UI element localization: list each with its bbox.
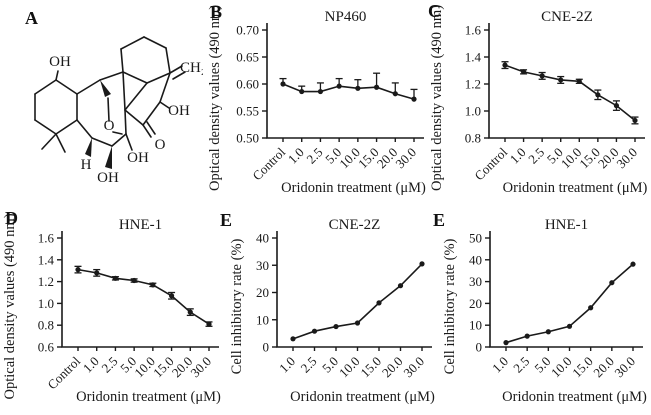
panel-e2-chart: E 0 10 20 30 40 50 1.0 2.5 5.0 10.0 15.0 20.0 30.0 HN… <box>433 205 651 415</box>
y-axis-label: Optical density values (490 nm) <box>2 213 18 399</box>
x-tick-label: 2.5 <box>298 354 320 376</box>
y-tick-label: 1.4 <box>38 252 55 267</box>
atom-label: CH₂ <box>180 60 203 76</box>
y-tick-label: 30 <box>469 274 482 289</box>
x-tick-label: 30.0 <box>400 354 427 381</box>
chart-title: HNE-1 <box>545 217 588 233</box>
x-tick-label: 20.0 <box>379 354 406 381</box>
y-tick-label: 0.60 <box>236 77 259 92</box>
y-tick-label: 0.55 <box>236 104 259 119</box>
y-tick-label: 1.0 <box>465 104 481 119</box>
x-tick-label: Control <box>471 144 510 183</box>
x-tick-label: 2.5 <box>510 354 532 376</box>
x-tick-label: 15.0 <box>357 354 384 381</box>
x-tick-label: 1.0 <box>489 354 511 376</box>
x-tick-label: Control <box>249 144 288 183</box>
panel-label-e2: E <box>433 210 446 230</box>
y-tick-label: 0.50 <box>236 131 259 146</box>
atom-label: H <box>81 157 92 173</box>
panel-label-a: A <box>25 8 38 28</box>
x-tick-label: 30.0 <box>613 145 640 172</box>
chart-title: HNE-1 <box>119 217 162 233</box>
chart-title: NP460 <box>325 9 367 25</box>
y-axis-label: Optical density values (490 nm) <box>207 5 223 191</box>
data-series <box>279 72 418 102</box>
y-tick-label: 10 <box>256 312 269 327</box>
atom-label: OH <box>168 103 190 119</box>
y-tick-label: 0.70 <box>236 23 259 38</box>
panel-a-structure: A OH CH₂ OH O OH OH H O <box>0 0 205 205</box>
y-tick-label: 0.6 <box>38 340 55 355</box>
y-tick-label: 0.65 <box>236 50 259 65</box>
data-series <box>503 261 636 346</box>
axes: 0.81.01.21.41.6Control1.02.55.010.015.02… <box>465 23 645 183</box>
y-axis-label: Optical density values (490 nm) <box>429 5 445 191</box>
x-tick-label: 30.0 <box>611 354 638 381</box>
x-tick-label: 10.0 <box>336 354 363 381</box>
chart-title: CNE-2Z <box>329 217 381 233</box>
x-tick-label: Control <box>44 353 83 392</box>
y-tick-label: 1.2 <box>38 274 54 289</box>
panel-c-chart: C 0.8 1.0 1.2 1.4 1.6 Control 1.0 2.5 5.0 10.0 15.… <box>427 0 651 200</box>
x-axis-label: Oridonin treatment (μM) <box>502 389 647 405</box>
y-tick-label: 40 <box>469 252 482 267</box>
panel-label-b: B <box>210 2 223 22</box>
y-tick-label: 1.4 <box>465 50 482 65</box>
y-tick-label: 20 <box>256 285 269 300</box>
panel-d-chart: D 0.6 0.8 1.0 1.2 1.4 1.6 Control 1.0 2.5 5.0 10.0… <box>0 205 227 415</box>
chart-title: CNE-2Z <box>541 9 593 25</box>
x-tick-label: 1.0 <box>276 354 298 376</box>
chart-hne1-optical-density: 0.60.81.01.21.41.6Control1.02.55.010.015… <box>2 213 221 405</box>
y-tick-label: 0 <box>476 340 483 355</box>
x-axis-label: Oridonin treatment (μM) <box>290 389 435 405</box>
y-tick-label: 40 <box>256 231 269 246</box>
oridonin-structure-drawing: OH CH₂ OH O OH OH H O <box>34 36 203 186</box>
chart-cne2z-optical-density: 0.81.01.21.41.6Control1.02.55.010.015.02… <box>429 5 648 196</box>
panel-e1-chart: E 0 10 20 30 40 1.0 2.5 5.0 10.0 15.0 20.0 30.0 CNE-… <box>220 205 440 415</box>
y-axis-label: Cell inhibitory rate (%) <box>229 238 245 374</box>
panel-label-c: C <box>428 1 441 21</box>
atom-label: OH <box>97 170 119 186</box>
y-axis-label: Cell inhibitory rate (%) <box>442 238 458 374</box>
data-series <box>290 261 425 342</box>
x-axis-label: Oridonin treatment (μM) <box>76 389 221 405</box>
molecule-bonds <box>34 36 186 169</box>
x-tick-label: 30.0 <box>187 354 214 381</box>
axes: 0.500.550.600.650.70Control1.02.55.010.0… <box>236 23 424 183</box>
y-tick-label: 0 <box>263 340 270 355</box>
y-tick-label: 1.0 <box>38 296 54 311</box>
chart-np460-optical-density: 0.500.550.600.650.70Control1.02.55.010.0… <box>207 5 426 196</box>
data-series <box>501 61 639 125</box>
x-axis-label: Oridonin treatment (μM) <box>281 180 426 196</box>
y-tick-label: 0.8 <box>465 131 481 146</box>
panel-label-d: D <box>5 208 18 228</box>
x-axis-label: Oridonin treatment (μM) <box>503 180 648 196</box>
atom-label: OH <box>49 54 71 70</box>
y-tick-label: 0.8 <box>38 318 54 333</box>
panel-b-chart: B 0.50 0.55 0.60 0.65 0.70 Control 1.0 2.5 5.0 10… <box>205 0 430 200</box>
x-tick-label: 30.0 <box>392 145 419 172</box>
y-tick-label: 20 <box>469 296 482 311</box>
y-tick-label: 1.6 <box>38 231 55 246</box>
y-tick-label: 1.6 <box>465 23 482 38</box>
y-tick-label: 1.2 <box>465 77 481 92</box>
panel-label-e1: E <box>220 210 233 230</box>
y-tick-label: 30 <box>256 258 269 273</box>
atom-label: O <box>104 118 115 134</box>
y-tick-label: 10 <box>469 318 482 333</box>
atom-label: O <box>155 137 166 153</box>
atom-label: OH <box>127 150 149 166</box>
data-series <box>74 265 213 327</box>
y-tick-label: 50 <box>469 231 482 246</box>
